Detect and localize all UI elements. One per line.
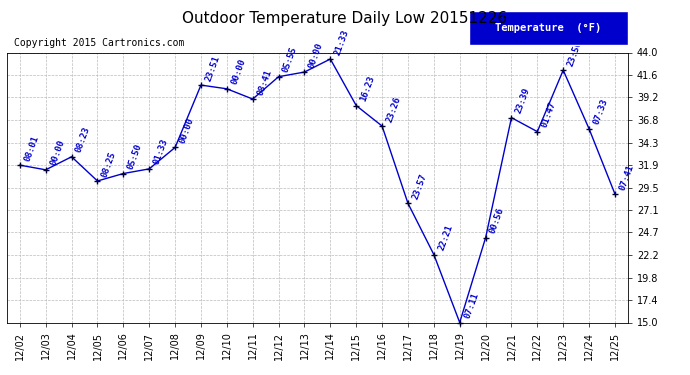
Text: 05:50: 05:50 [126, 142, 144, 171]
Text: 16:23: 16:23 [359, 75, 377, 103]
Text: 08:01: 08:01 [23, 134, 40, 162]
Text: 00:56: 00:56 [489, 207, 506, 235]
Text: 01:33: 01:33 [152, 138, 170, 166]
Text: 08:25: 08:25 [100, 150, 118, 178]
Text: 07:33: 07:33 [592, 98, 609, 126]
Text: 00:00: 00:00 [230, 58, 247, 86]
Text: 07:11: 07:11 [462, 291, 480, 320]
Text: Outdoor Temperature Daily Low 20151226: Outdoor Temperature Daily Low 20151226 [182, 11, 508, 26]
Text: 23:51: 23:51 [204, 54, 221, 82]
Text: Copyright 2015 Cartronics.com: Copyright 2015 Cartronics.com [14, 38, 184, 48]
Text: 23:57: 23:57 [411, 172, 428, 201]
Text: 00:00: 00:00 [178, 116, 195, 145]
Text: 23:39: 23:39 [514, 87, 532, 115]
Text: 01:47: 01:47 [540, 100, 558, 129]
Text: 07:41: 07:41 [618, 163, 635, 191]
Text: 08:41: 08:41 [255, 68, 273, 96]
Text: 23:26: 23:26 [385, 95, 402, 123]
Text: 08:23: 08:23 [75, 126, 92, 154]
Text: 22:21: 22:21 [437, 224, 454, 252]
Text: Temperature  (°F): Temperature (°F) [495, 23, 602, 33]
Text: 21:33: 21:33 [333, 28, 351, 56]
Text: 00:00: 00:00 [48, 139, 66, 167]
Text: 05:55: 05:55 [282, 46, 299, 74]
Text: 00:00: 00:00 [307, 41, 325, 69]
Text: 23:56: 23:56 [566, 39, 584, 68]
